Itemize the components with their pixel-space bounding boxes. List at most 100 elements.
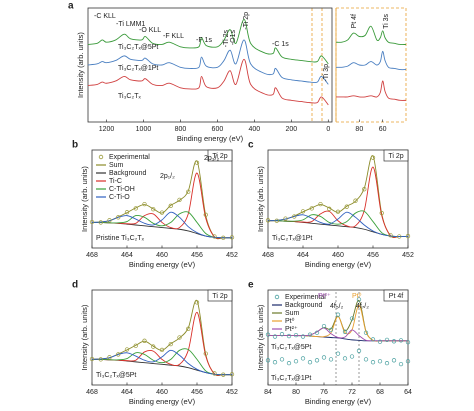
data-point [293,359,299,364]
x-tick-label: 84 [264,389,272,396]
data-point [362,187,367,192]
data-point [405,359,411,364]
data-point [314,330,320,335]
series-line [267,210,409,237]
y-axis-title: Intensity (arb. units) [80,304,89,370]
data-point [124,347,130,352]
legend-marker [98,154,104,160]
data-point [272,360,278,365]
data-point [342,356,348,361]
annotation: -C 1s [272,41,289,48]
annotation: 4f₅/₂ [330,303,344,310]
annotation: 4f₇/₂ [356,303,369,310]
annotation: -Ti LMM1 [116,21,145,28]
annotation: Pt 4f [351,14,358,28]
x-tick-label: 80 [292,389,300,396]
data-point [377,339,383,344]
x-tick-label: 1000 [136,126,152,133]
data-point [307,360,313,365]
data-point [370,155,376,160]
data-point [286,361,292,366]
series-line [336,80,407,101]
sample-label: Pristine Ti₃C₂Tₓ [96,235,145,242]
plot-frame [267,289,409,386]
tag-box [207,149,233,162]
annotation: -F KLL [163,33,184,40]
x-tick-label: 800 [175,126,187,133]
data-point [356,297,362,302]
series-line [335,25,407,46]
data-point [286,333,292,339]
data-point [194,160,200,165]
x-tick-label: 460 [156,252,168,259]
x-tick-label: 468 [86,389,98,396]
data-point [292,214,297,219]
annotation: -C KLL [94,13,116,20]
data-point [98,357,103,362]
data-point [124,210,130,215]
x-tick-label: 452 [226,389,238,396]
data-point [353,198,358,203]
data-point [293,332,299,338]
annotation: -O KLL [139,27,161,34]
data-point [107,218,112,223]
data-point [370,360,376,365]
tag: Ti 2p [212,293,227,300]
tag: Ti 2p [212,153,227,160]
data-point [203,212,208,217]
legend-label: Sum [285,310,300,317]
panel-letter: d [72,280,78,291]
x-tick-label: 60 [379,126,387,133]
data-point [151,207,156,212]
annotation: Ti 3s [383,14,390,29]
tag-box [383,149,409,162]
x-tick-label: 452 [402,252,414,259]
x-tick-label: 200 [285,126,297,133]
data-point [356,348,362,353]
x-tick-label: 80 [355,126,363,133]
legend-label: Pt⁰ [285,317,295,325]
series-line [87,58,329,106]
data-point [279,357,285,362]
data-point [168,341,173,347]
data-point [229,235,235,240]
series-line [87,39,329,85]
data-point [116,352,121,357]
data-point [370,337,376,342]
data-point [328,357,334,362]
data-point [265,218,271,223]
x-axis-title: Binding energy (eV) [305,397,372,406]
legend-label: Experimental [285,294,326,301]
x-tick-label: 464 [121,389,133,396]
x-tick-label: 464 [297,252,309,259]
x-axis-title: Binding energy (eV) [129,397,196,406]
series-line [91,348,233,376]
data-point [363,357,369,362]
x-tick-label: 456 [367,252,379,259]
y-axis-title: Intensity (arb. units) [256,166,265,232]
y-axis-title: Intensity (arb. units) [256,304,265,370]
tag-box [383,289,409,302]
x-tick-label: 464 [121,252,133,259]
data-point [384,361,390,366]
data-point [221,235,226,240]
legend-label: Background [285,302,322,309]
data-point [279,332,285,337]
x-tick-label: 1200 [99,126,115,133]
data-point [116,215,121,220]
data-point [212,371,217,376]
series-line [91,211,233,239]
data-point [107,355,112,360]
annotation: Pt⁰ [352,292,362,300]
legend-label: Ti-C [109,178,122,185]
x-tick-label: 76 [320,389,328,396]
x-axis-title: Binding energy (eV) [129,260,196,269]
annotation: -Ti 3p [323,64,330,82]
annotation: -Ti 2p [243,12,250,30]
data-point [309,206,314,211]
data-point [318,201,323,207]
sample-label: Ti₃C₂Tₓ@1Pt [272,235,312,242]
series-line [267,211,409,237]
data-point [398,338,404,343]
data-point [283,216,288,221]
